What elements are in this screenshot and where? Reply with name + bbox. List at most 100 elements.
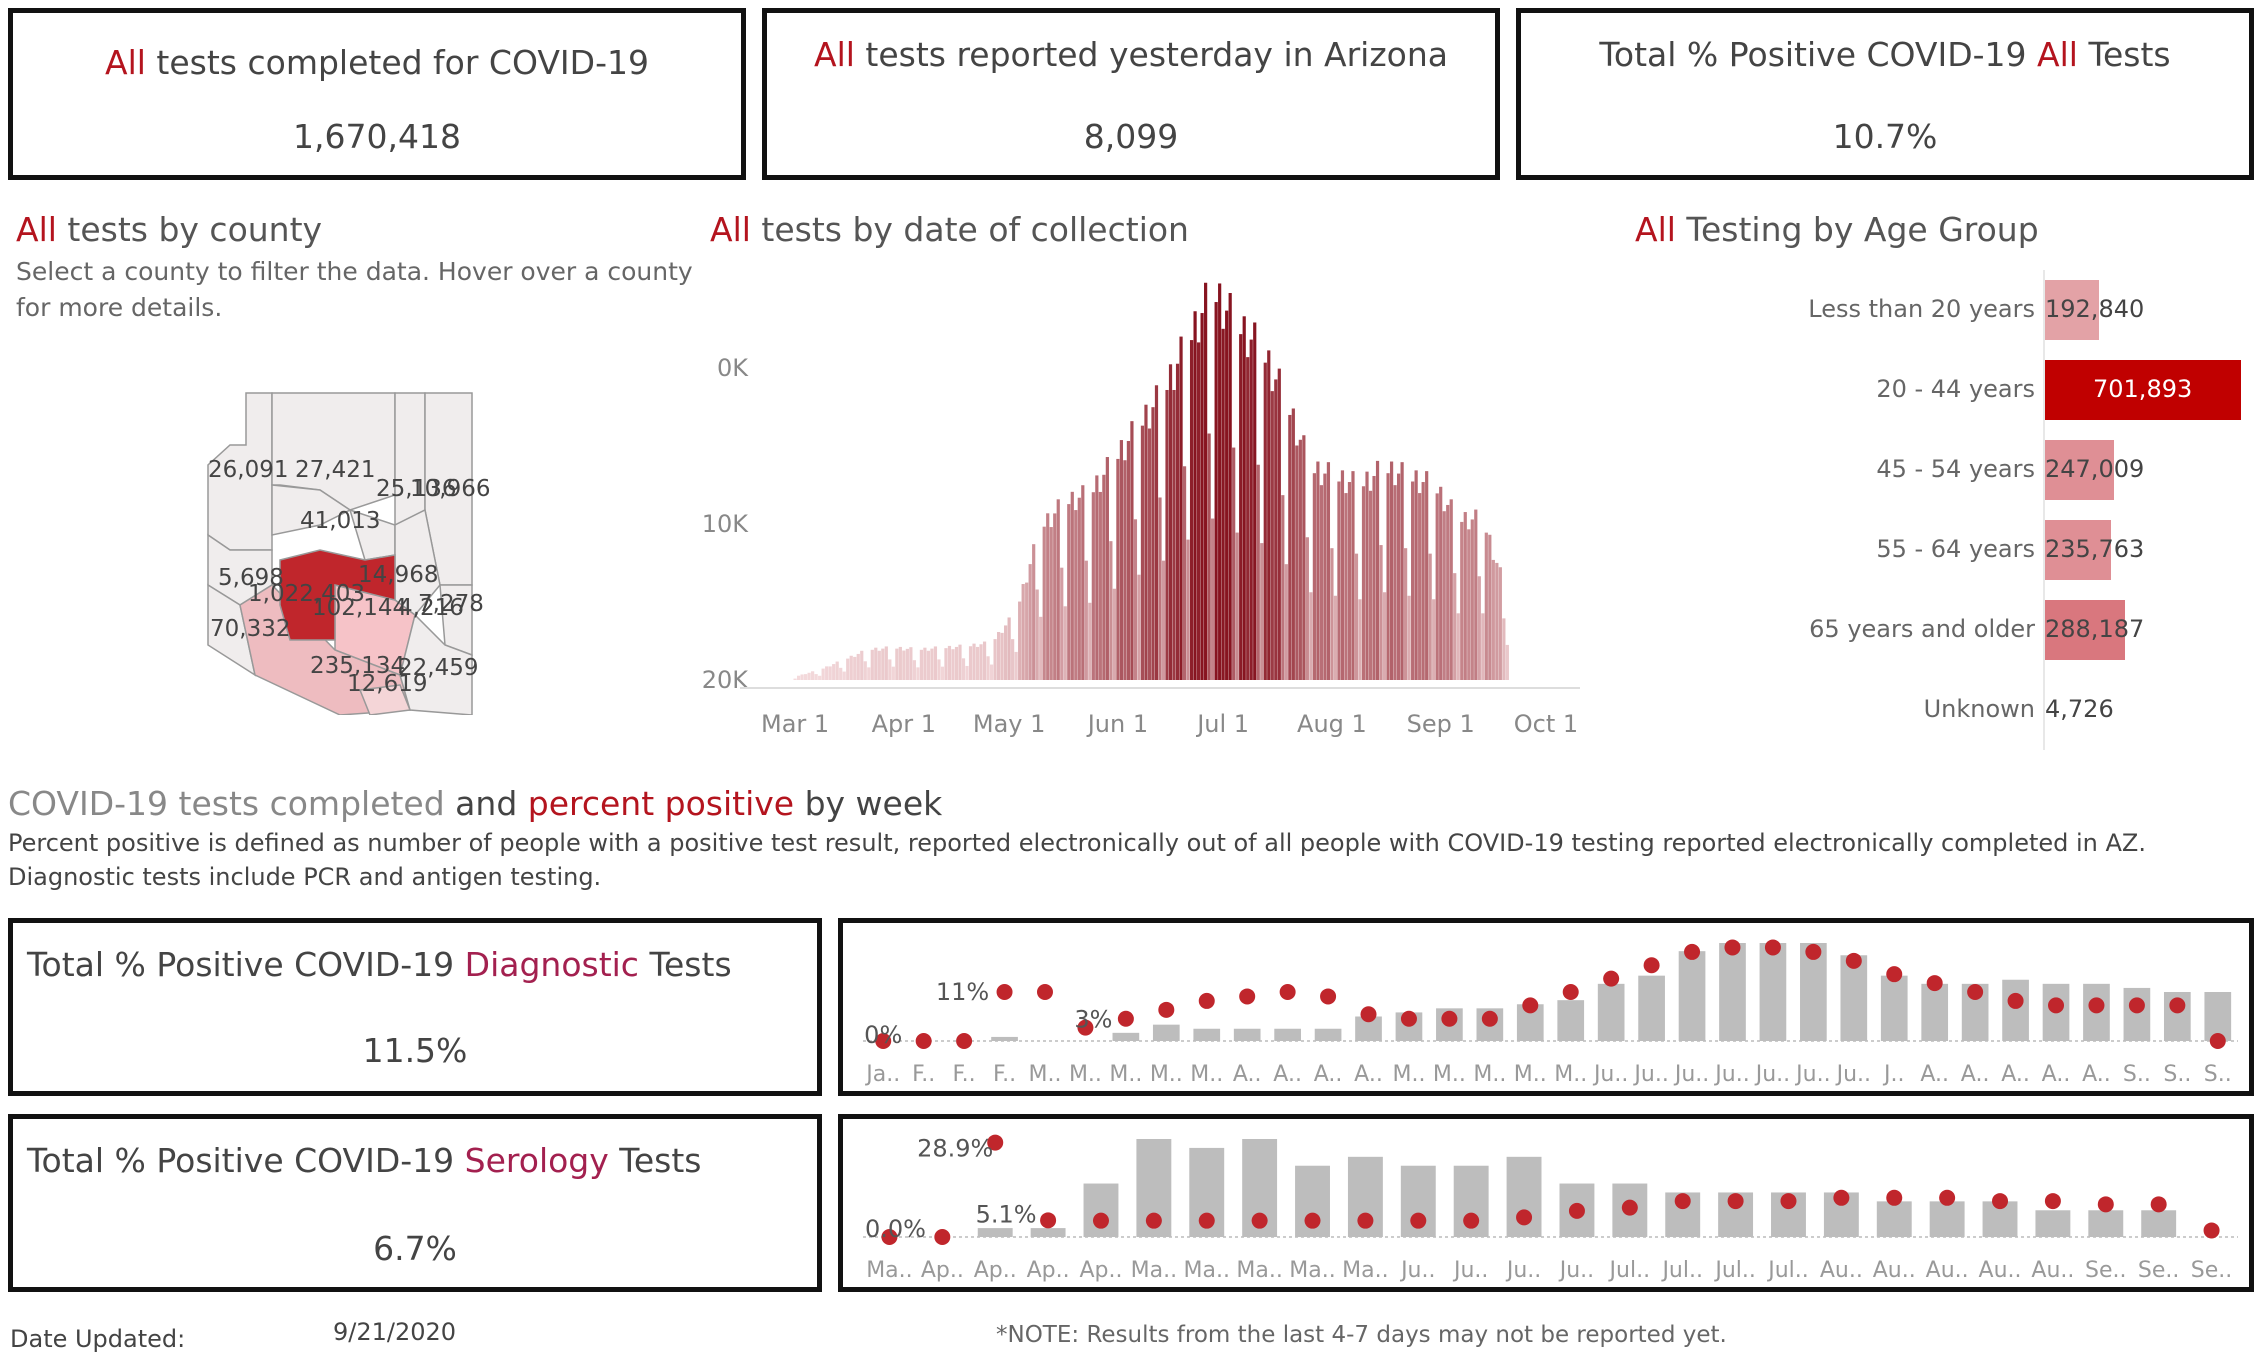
weekly-tests-bar[interactable] bbox=[1929, 1201, 1965, 1237]
daily-bar[interactable] bbox=[804, 674, 808, 680]
daily-bar[interactable] bbox=[1158, 497, 1162, 680]
weekly-tests-bar[interactable] bbox=[2088, 1210, 2124, 1237]
daily-bar[interactable] bbox=[1098, 491, 1102, 680]
daily-bar[interactable] bbox=[821, 668, 825, 680]
daily-bar[interactable] bbox=[1319, 485, 1324, 680]
county-navajo[interactable] bbox=[394, 392, 426, 527]
daily-bar[interactable] bbox=[1218, 283, 1222, 680]
daily-bar[interactable] bbox=[1189, 340, 1194, 680]
daily-bar[interactable] bbox=[1393, 485, 1397, 680]
daily-bar[interactable] bbox=[867, 667, 871, 680]
daily-bar[interactable] bbox=[1207, 433, 1211, 680]
weekly-percent-dot[interactable] bbox=[1939, 1189, 1956, 1206]
daily-bar[interactable] bbox=[1495, 562, 1499, 680]
county-maricopa[interactable] bbox=[279, 549, 396, 641]
daily-bar[interactable] bbox=[1407, 595, 1411, 680]
daily-bar[interactable] bbox=[853, 656, 857, 680]
daily-bar[interactable] bbox=[1028, 564, 1032, 680]
weekly-percent-dot[interactable] bbox=[1304, 1212, 1321, 1229]
daily-bar[interactable] bbox=[895, 648, 899, 680]
daily-bar[interactable] bbox=[1484, 532, 1488, 680]
weekly-percent-dot[interactable] bbox=[1886, 1189, 1903, 1206]
weekly-tests-bar[interactable] bbox=[1152, 1024, 1180, 1041]
weekly-percent-dot[interactable] bbox=[1568, 1202, 1585, 1219]
daily-bar[interactable] bbox=[1316, 461, 1320, 680]
daily-bar[interactable] bbox=[1404, 548, 1408, 680]
weekly-tests-bar[interactable] bbox=[1083, 1183, 1119, 1237]
weekly-percent-dot[interactable] bbox=[1320, 988, 1337, 1005]
weekly-tests-bar[interactable] bbox=[1840, 955, 1868, 1041]
weekly-percent-dot[interactable] bbox=[2209, 1033, 2226, 1049]
weekly-percent-dot[interactable] bbox=[1967, 984, 1984, 1000]
weekly-percent-dot[interactable] bbox=[1621, 1199, 1638, 1216]
weekly-percent-dot[interactable] bbox=[1845, 952, 1862, 969]
daily-bar[interactable] bbox=[1165, 389, 1169, 680]
age-group-bar[interactable] bbox=[2045, 360, 2241, 420]
weekly-tests-bar[interactable] bbox=[1314, 1028, 1342, 1041]
daily-bar[interactable] bbox=[975, 646, 980, 680]
daily-bar[interactable] bbox=[1379, 545, 1383, 680]
daily-bar[interactable] bbox=[800, 674, 804, 680]
daily-bar[interactable] bbox=[926, 650, 931, 680]
daily-bar[interactable] bbox=[1428, 553, 1432, 680]
weekly-percent-dot[interactable] bbox=[934, 1229, 951, 1245]
daily-bar[interactable] bbox=[1007, 617, 1011, 680]
daily-bar[interactable] bbox=[1109, 541, 1113, 680]
daily-bar[interactable] bbox=[881, 648, 885, 680]
weekly-percent-dot[interactable] bbox=[1036, 984, 1053, 1000]
weekly-percent-dot[interactable] bbox=[1117, 1010, 1134, 1027]
daily-bar[interactable] bbox=[1474, 509, 1478, 680]
daily-bar[interactable] bbox=[979, 644, 983, 680]
daily-bar[interactable] bbox=[1411, 481, 1415, 680]
daily-bar[interactable] bbox=[1267, 350, 1271, 680]
daily-bar[interactable] bbox=[1337, 481, 1341, 680]
daily-bar[interactable] bbox=[1288, 414, 1292, 680]
daily-bar[interactable] bbox=[796, 675, 801, 680]
daily-bar[interactable] bbox=[1067, 504, 1071, 680]
daily-bar[interactable] bbox=[1302, 435, 1306, 680]
weekly-percent-dot[interactable] bbox=[2150, 1196, 2167, 1213]
weekly-percent-dot[interactable] bbox=[1886, 966, 1903, 983]
daily-bar[interactable] bbox=[1112, 588, 1116, 680]
weekly-percent-dot[interactable] bbox=[1643, 957, 1660, 974]
daily-bar[interactable] bbox=[923, 647, 927, 680]
daily-bar[interactable] bbox=[1060, 567, 1064, 680]
daily-bar[interactable] bbox=[849, 655, 853, 680]
daily-bar[interactable] bbox=[958, 644, 962, 680]
daily-bar[interactable] bbox=[818, 675, 822, 680]
daily-bar[interactable] bbox=[1435, 493, 1439, 680]
daily-bar[interactable] bbox=[1498, 567, 1502, 680]
daily-bar[interactable] bbox=[1211, 518, 1215, 680]
daily-bar[interactable] bbox=[1281, 495, 1285, 680]
daily-bar[interactable] bbox=[1193, 311, 1197, 680]
weekly-tests-bar[interactable] bbox=[2002, 979, 2029, 1041]
daily-bar[interactable] bbox=[1295, 445, 1299, 680]
daily-bar[interactable] bbox=[1084, 560, 1088, 680]
daily-bar[interactable] bbox=[1225, 310, 1229, 680]
daily-bar[interactable] bbox=[940, 666, 945, 680]
daily-bar[interactable] bbox=[996, 632, 1001, 680]
weekly-percent-dot[interactable] bbox=[1522, 997, 1539, 1014]
weekly-percent-dot[interactable] bbox=[1251, 1212, 1268, 1229]
daily-bar[interactable] bbox=[1361, 486, 1366, 680]
daily-bar[interactable] bbox=[1263, 362, 1267, 680]
daily-bar[interactable] bbox=[1049, 527, 1053, 680]
weekly-tests-bar[interactable] bbox=[2141, 1210, 2177, 1237]
weekly-tests-bar[interactable] bbox=[1112, 1032, 1140, 1041]
daily-bar[interactable] bbox=[961, 658, 966, 680]
daily-bar[interactable] bbox=[870, 649, 874, 680]
daily-bar[interactable] bbox=[1351, 471, 1355, 680]
daily-bar[interactable] bbox=[1039, 616, 1043, 680]
daily-bar[interactable] bbox=[814, 674, 818, 680]
weekly-tests-bar[interactable] bbox=[1274, 1028, 1301, 1041]
daily-bar[interactable] bbox=[1242, 316, 1246, 680]
daily-bar[interactable] bbox=[968, 646, 973, 680]
daily-bar[interactable] bbox=[1446, 504, 1450, 680]
daily-bar[interactable] bbox=[916, 667, 920, 680]
weekly-tests-bar[interactable] bbox=[1638, 975, 1665, 1041]
county-yavapai[interactable] bbox=[271, 484, 352, 536]
daily-bar[interactable] bbox=[1502, 618, 1506, 680]
serology-weekly-chart[interactable]: Ma.. Ap.. Ap.. Ap.. Ap.. Ma.. Ma.. Ma.. Ma.. Ma..… bbox=[843, 1119, 2249, 1287]
daily-bar[interactable] bbox=[1354, 553, 1359, 680]
weekly-tests-bar[interactable] bbox=[2035, 1210, 2071, 1237]
